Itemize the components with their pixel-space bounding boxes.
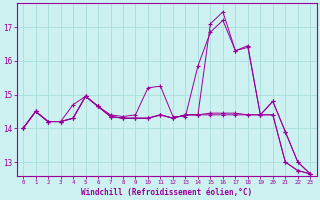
X-axis label: Windchill (Refroidissement éolien,°C): Windchill (Refroidissement éolien,°C) <box>81 188 252 197</box>
